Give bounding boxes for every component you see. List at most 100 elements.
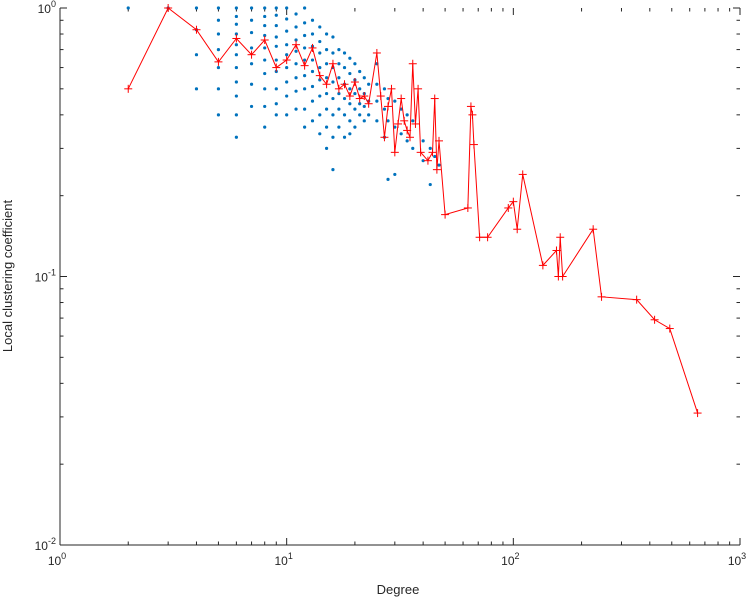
average-marker — [334, 84, 343, 93]
scatter-point — [274, 87, 278, 91]
scatter-point — [303, 74, 307, 78]
average-marker — [556, 233, 565, 242]
scatter-point — [249, 62, 254, 66]
scatter-point — [263, 125, 267, 129]
average-marker — [164, 4, 173, 12]
x-axis-label: Degree — [377, 582, 420, 597]
scatter-point — [216, 87, 221, 91]
scatter-point — [263, 23, 267, 28]
average-marker — [328, 59, 337, 68]
scatter-point — [234, 22, 238, 26]
average-marker — [432, 165, 441, 174]
scatter-point — [348, 132, 352, 136]
scatter-point — [318, 132, 322, 136]
average-marker — [397, 94, 406, 103]
average-series — [124, 4, 702, 418]
average-marker — [552, 246, 561, 255]
average-marker — [558, 272, 567, 281]
scatter-point — [358, 69, 362, 74]
scatter-point — [353, 62, 357, 66]
scatter-point — [367, 82, 371, 86]
scatter-point — [303, 46, 307, 50]
scatter-point — [216, 47, 221, 52]
scatter-point — [318, 94, 322, 98]
scatter-point — [428, 146, 432, 150]
y-axis-label: Local clustering coefficient — [0, 200, 15, 353]
average-marker — [469, 140, 478, 149]
scatter-point — [337, 107, 341, 111]
scatter-point — [342, 65, 347, 70]
scatter-point — [249, 46, 254, 50]
scatter-point — [303, 6, 307, 10]
scatter-point — [310, 69, 315, 74]
scatter-point — [362, 104, 366, 109]
scatter-point — [294, 76, 298, 80]
scatter-point — [234, 32, 238, 36]
scatter-point — [331, 113, 335, 117]
scatter-point — [294, 12, 298, 16]
scatter-point — [285, 113, 289, 117]
scatter-point — [337, 62, 341, 66]
tick-marks — [59, 7, 741, 546]
scatter-point — [353, 125, 357, 129]
average-marker — [504, 203, 513, 212]
scatter-point — [263, 14, 267, 19]
scatter-point — [421, 139, 425, 143]
scatter-point — [348, 56, 352, 60]
scatter-point — [263, 71, 267, 76]
scatter-point — [310, 58, 315, 62]
average-marker — [272, 63, 281, 72]
average-marker — [466, 102, 475, 111]
x-tick-label: 100 — [48, 551, 66, 568]
scatter-point — [337, 91, 341, 96]
scatter-point — [324, 146, 329, 150]
scatter-point — [249, 82, 254, 86]
average-marker — [192, 25, 201, 34]
scatter-point — [249, 18, 254, 22]
scatter-point — [310, 32, 315, 36]
average-marker — [214, 57, 223, 66]
scatter-point — [331, 35, 335, 39]
scatter-point — [331, 168, 335, 172]
scatter-point — [303, 33, 307, 38]
scatter-point — [310, 119, 315, 123]
scatter-point — [411, 119, 415, 123]
y-tick-label: 10-1 — [35, 268, 56, 285]
average-marker — [408, 59, 417, 68]
average-marker — [384, 102, 393, 111]
average-marker — [411, 119, 420, 128]
scatter-point — [274, 102, 278, 106]
scatter-point — [337, 76, 341, 80]
average-marker — [538, 261, 547, 270]
scatter-point — [285, 43, 289, 47]
scatter-point — [362, 76, 366, 80]
scatter-point — [274, 13, 278, 17]
scatter-point — [263, 58, 267, 62]
scatter-point — [324, 91, 329, 96]
scatter-point — [294, 25, 298, 29]
scatter-point — [324, 107, 329, 111]
scatter-point — [285, 6, 289, 10]
scatter-point — [433, 154, 437, 159]
scatter-point — [285, 53, 289, 57]
scatter-point — [353, 91, 357, 96]
scatter-point — [318, 39, 322, 44]
scatter-point — [348, 102, 352, 106]
scatter-point — [386, 119, 390, 123]
average-marker — [441, 210, 450, 219]
scatter-point — [249, 6, 254, 10]
scatter-point — [285, 65, 289, 70]
scatter-point — [405, 139, 409, 143]
average-marker — [475, 233, 484, 242]
scatter-point — [324, 62, 329, 66]
y-tick-label: 100 — [38, 0, 56, 16]
scatter-point — [285, 29, 289, 33]
average-marker — [414, 84, 423, 93]
scatter-point — [234, 53, 238, 57]
scatter-point — [303, 87, 307, 91]
scatter-point — [216, 32, 221, 36]
scatter-point — [310, 18, 315, 22]
scatter-point — [331, 135, 335, 139]
average-marker — [597, 292, 606, 301]
scatter-point — [393, 172, 397, 177]
